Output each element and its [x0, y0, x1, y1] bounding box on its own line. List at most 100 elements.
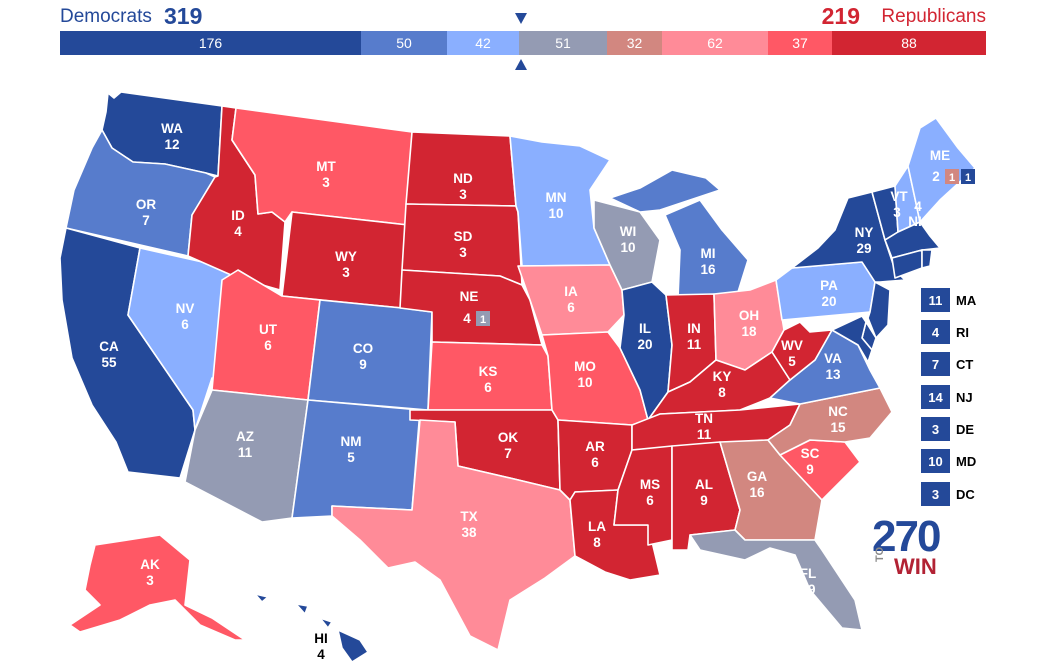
ev-AK: 3 — [146, 573, 154, 588]
ev-ME-district-1: 1 — [949, 172, 955, 184]
ev-MI: 16 — [700, 262, 716, 277]
bar-segment-tilt-rep: 32 — [607, 31, 662, 55]
ev-WI: 10 — [620, 240, 635, 255]
state-MD[interactable] — [831, 315, 873, 363]
label-NM: NM — [341, 434, 362, 449]
small-state-abbr: DE — [956, 421, 975, 437]
ev-VT: 3 — [893, 205, 901, 220]
ev-UT: 6 — [264, 338, 272, 353]
label-WV: WV — [781, 338, 803, 353]
ev-NE: 4 — [463, 311, 471, 326]
bar-segment-safe-rep: 88 — [832, 31, 986, 55]
small-state-RI[interactable]: 4 RI — [921, 320, 969, 344]
ev-IL: 20 — [637, 337, 652, 352]
logo-number: 270 — [872, 512, 941, 561]
ev-CO: 9 — [359, 357, 367, 372]
small-state-abbr: NJ — [956, 389, 973, 405]
label-AZ: AZ — [236, 429, 254, 444]
label-CO: CO — [353, 341, 373, 356]
bar-segment-likely-rep: 37 — [768, 31, 832, 55]
state-NC[interactable] — [767, 387, 893, 456]
small-state-ev: 14 — [921, 385, 950, 409]
ev-NH: 4 — [914, 199, 922, 214]
democrats-label: Democrats — [60, 6, 152, 27]
small-state-MA[interactable]: 11 MA — [921, 288, 976, 312]
small-state-ev: 7 — [921, 352, 950, 376]
ev-NM: 5 — [347, 450, 355, 465]
ev-OH: 18 — [741, 324, 757, 339]
label-OH: OH — [739, 308, 759, 323]
label-VT: VT — [890, 189, 908, 204]
me-district-1-box[interactable] — [945, 169, 959, 184]
ev-NY: 29 — [856, 241, 871, 256]
ev-AL: 9 — [700, 493, 708, 508]
state-MI[interactable] — [664, 199, 749, 299]
label-MN: MN — [546, 190, 567, 205]
ev-MO: 10 — [577, 375, 592, 390]
label-PA: PA — [820, 278, 838, 293]
ev-TN: 11 — [697, 427, 712, 442]
label-MT: MT — [316, 159, 336, 174]
ev-WV: 5 — [788, 354, 796, 369]
ev-SC: 9 — [806, 462, 814, 477]
label-FL: FL — [800, 566, 817, 581]
small-state-abbr: DC — [956, 486, 975, 502]
logo-win: WIN — [894, 554, 937, 579]
small-state-ev: 3 — [921, 417, 950, 441]
label-MS: MS — [640, 477, 660, 492]
ev-MN: 10 — [548, 206, 563, 221]
label-OR: OR — [136, 197, 157, 212]
republicans-total: 219 — [821, 3, 860, 29]
ev-LA: 8 — [593, 535, 601, 550]
ev-GA: 16 — [749, 485, 765, 500]
small-state-ev: 4 — [921, 320, 950, 344]
ev-NC: 15 — [830, 420, 846, 435]
label-ME: ME — [930, 148, 950, 163]
state-CO[interactable] — [307, 299, 433, 411]
small-state-ev: 3 — [921, 482, 950, 506]
state-ME[interactable] — [907, 117, 976, 223]
ev-PA: 20 — [821, 294, 836, 309]
me-district-2-box[interactable] — [961, 169, 975, 184]
small-state-abbr: MD — [956, 453, 977, 469]
label-SC: SC — [801, 446, 820, 461]
republicans-label: Republicans — [881, 6, 986, 27]
small-state-ev: 11 — [921, 288, 950, 312]
state-MI-UP[interactable] — [609, 169, 721, 213]
270-marker-top-icon — [515, 13, 527, 24]
small-state-DE[interactable]: 3 DE — [921, 417, 974, 441]
state-NM[interactable] — [291, 399, 421, 519]
ev-ME-district-2: 1 — [965, 172, 971, 184]
bar-segment-lean-dem: 42 — [447, 31, 519, 55]
small-state-NJ[interactable]: 14 NJ — [921, 385, 973, 409]
state-HI[interactable] — [254, 593, 369, 663]
bar-segment-lean-rep: 62 — [662, 31, 768, 55]
bar-segment-safe-dem: 176 — [60, 31, 361, 55]
label-AK: AK — [140, 557, 160, 572]
label-NE: NE — [460, 289, 479, 304]
ne-district-box[interactable] — [476, 311, 490, 326]
label-VA: VA — [824, 351, 842, 366]
ev-HI: 4 — [317, 647, 325, 662]
state-RI[interactable] — [921, 249, 933, 269]
small-state-CT[interactable]: 7 CT — [921, 352, 973, 376]
small-state-DC[interactable]: 3 DC — [921, 482, 975, 506]
270towin-logo[interactable]: 270 TO WIN — [872, 512, 946, 582]
label-MO: MO — [574, 359, 596, 374]
small-state-MD[interactable]: 10 MD — [921, 449, 976, 473]
small-state-abbr: RI — [956, 324, 969, 340]
state-FL[interactable] — [689, 529, 863, 631]
label-IA: IA — [564, 284, 578, 299]
ev-SD: 3 — [459, 245, 467, 260]
label-ND: ND — [453, 171, 473, 186]
state-WV[interactable] — [771, 321, 833, 381]
ev-OK: 7 — [504, 446, 512, 461]
ev-VA: 13 — [825, 367, 841, 382]
label-NH: NH — [908, 214, 928, 229]
state-LA[interactable] — [569, 489, 661, 581]
ev-WA: 12 — [164, 137, 179, 152]
label-WY: WY — [335, 249, 357, 264]
electoral-vote-bar: 176 50 42 51 32 62 37 88 — [60, 31, 986, 55]
state-AK[interactable] — [69, 534, 246, 641]
